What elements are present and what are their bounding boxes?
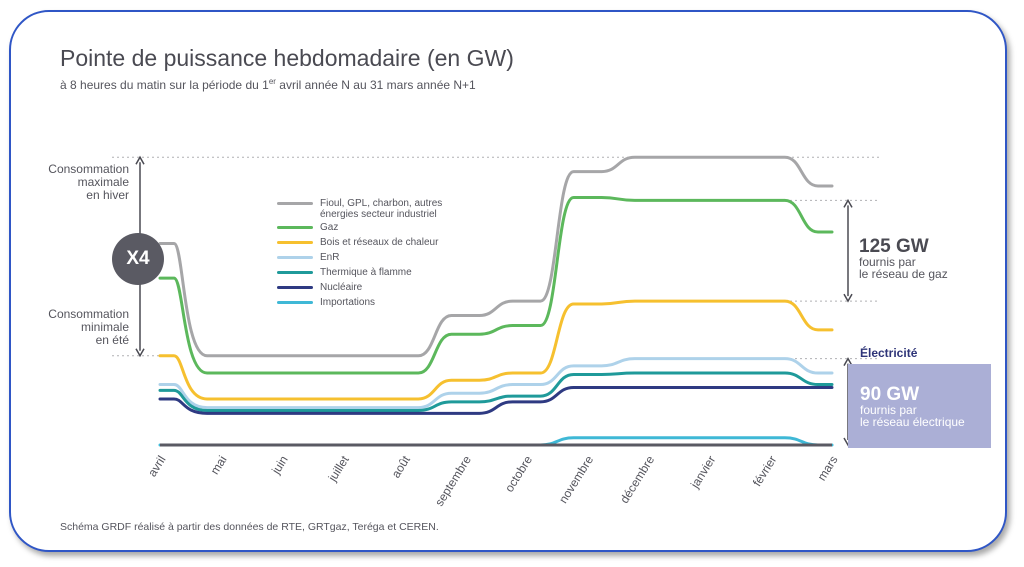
- electricity-capacity-caption: fournis par le réseau électrique: [860, 403, 965, 429]
- electricity-capacity-value: 90 GW: [860, 384, 920, 405]
- gas-capacity-caption: fournis par le réseau de gaz: [859, 255, 948, 281]
- electricity-box: [848, 364, 991, 448]
- x-tick-label-3: juillet: [325, 453, 352, 485]
- ratio-badge: X4: [112, 233, 164, 285]
- x-tick-label-4: août: [389, 453, 414, 481]
- series-line-5: [158, 385, 834, 415]
- legend-swatch-1: [277, 226, 313, 229]
- series-line-4: [158, 371, 834, 412]
- x-tick-label-2: juin: [268, 453, 290, 477]
- source-note: Schéma GRDF réalisé à partir des données…: [60, 521, 439, 533]
- legend-label-6: Importations: [320, 297, 376, 308]
- x-tick-label-10: février: [750, 453, 780, 489]
- x-tick-label-6: octobre: [502, 453, 535, 495]
- electricity-arrow-head-top: [843, 357, 853, 367]
- x-tick-label-1: mai: [208, 453, 230, 477]
- x-tick-label-11: mars: [815, 453, 841, 483]
- series-line-0: [158, 155, 834, 358]
- series-line-2: [158, 299, 834, 401]
- x-tick-label-0: avril: [145, 453, 169, 479]
- x-tick-label-7: novembre: [556, 453, 596, 506]
- chart-title: Pointe de puissance hebdomadaire (en GW): [60, 45, 514, 71]
- legend-label-3: EnR: [320, 252, 340, 263]
- gas-capacity-value: 125 GW: [859, 236, 929, 257]
- gas-arrow-head-top: [843, 198, 853, 208]
- series-line-3: [158, 357, 834, 410]
- chart-subtitle: à 8 heures du matin sur la période du 1e…: [60, 77, 476, 92]
- legend-label-5: Nucléaire: [320, 282, 363, 293]
- legend-swatch-5: [277, 286, 313, 289]
- series-line-1: [158, 195, 834, 375]
- ratio-arrow-head-bottom: [135, 348, 145, 358]
- gas-arrow-head-bottom: [843, 293, 853, 303]
- legend-label-0: Fioul, GPL, charbon, autres énergies sec…: [320, 198, 443, 220]
- x-tick-label-8: décembre: [617, 453, 657, 506]
- legend-label-4: Thermique à flamme: [320, 267, 412, 278]
- min-summer-label: Consommation minimale en été: [48, 307, 129, 347]
- legend-swatch-6: [277, 301, 313, 304]
- legend-label-2: Bois et réseaux de chaleur: [320, 237, 439, 248]
- legend-swatch-2: [277, 241, 313, 244]
- legend-label-1: Gaz: [320, 222, 339, 233]
- legend-swatch-3: [277, 256, 313, 259]
- max-winter-label: Consommation maximale en hiver: [48, 162, 129, 202]
- ratio-arrow-head-top: [135, 155, 145, 165]
- electricity-label: Électricité: [860, 346, 918, 360]
- x-tick-label-9: janvier: [687, 453, 718, 491]
- legend-swatch-0: [277, 202, 313, 205]
- x-tick-label-5: septembre: [432, 453, 474, 509]
- legend-swatch-4: [277, 271, 313, 274]
